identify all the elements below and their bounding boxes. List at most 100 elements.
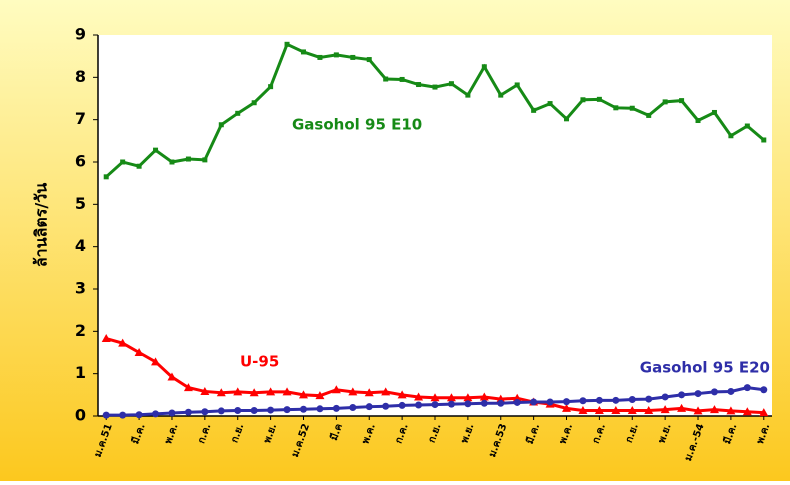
- marker: [430, 393, 440, 402]
- marker: [530, 398, 538, 406]
- marker: [627, 405, 637, 414]
- marker: [398, 401, 406, 409]
- marker: [414, 392, 424, 401]
- y-tick-label: 7: [75, 109, 86, 128]
- marker: [283, 406, 291, 414]
- marker: [235, 110, 241, 116]
- marker: [531, 107, 537, 113]
- marker: [432, 84, 438, 90]
- marker: [333, 52, 339, 58]
- y-tick-label: 6: [75, 152, 86, 171]
- x-tick-label: มี.ค: [328, 422, 345, 442]
- marker: [350, 54, 356, 60]
- y-tick-label: 8: [75, 67, 86, 86]
- marker: [151, 357, 161, 366]
- marker: [416, 82, 422, 88]
- marker: [200, 386, 210, 395]
- y-tick-label: 4: [75, 236, 86, 255]
- marker: [513, 398, 521, 406]
- marker: [183, 383, 193, 392]
- marker: [480, 399, 488, 407]
- marker: [234, 406, 242, 414]
- y-tick-label: 0: [75, 406, 86, 425]
- marker: [103, 174, 109, 180]
- marker: [728, 133, 734, 139]
- marker: [595, 396, 603, 404]
- marker: [136, 163, 142, 169]
- plot-area: [98, 35, 772, 416]
- marker: [743, 384, 751, 392]
- marker: [447, 400, 455, 408]
- marker: [102, 411, 110, 419]
- marker: [759, 408, 769, 417]
- marker: [710, 388, 718, 396]
- y-tick-label: 5: [75, 194, 86, 213]
- marker: [596, 96, 602, 102]
- marker: [185, 156, 191, 162]
- marker: [381, 387, 391, 396]
- marker: [184, 408, 192, 416]
- series-label: U-95: [240, 353, 279, 371]
- marker: [233, 387, 243, 396]
- marker: [317, 54, 323, 60]
- marker: [613, 105, 619, 111]
- marker: [711, 109, 717, 115]
- marker: [628, 395, 636, 403]
- y-tick-label: 9: [75, 25, 86, 44]
- marker: [629, 105, 635, 111]
- marker: [646, 112, 652, 118]
- marker: [431, 401, 439, 409]
- y-tick-label: 3: [75, 279, 86, 298]
- marker: [726, 406, 736, 415]
- marker: [135, 411, 143, 419]
- marker: [694, 390, 702, 398]
- marker: [465, 92, 471, 98]
- marker: [332, 404, 340, 412]
- marker: [382, 402, 390, 410]
- marker: [744, 123, 750, 129]
- marker: [512, 393, 522, 402]
- marker: [399, 76, 405, 82]
- marker: [644, 405, 654, 414]
- marker: [300, 49, 306, 55]
- marker: [134, 348, 144, 356]
- marker: [119, 411, 127, 419]
- marker: [364, 388, 374, 397]
- marker: [201, 408, 209, 416]
- marker: [464, 400, 472, 408]
- marker: [497, 399, 505, 407]
- marker: [168, 409, 176, 417]
- marker: [349, 404, 357, 412]
- y-axis-label: ล้านลิตร/วัน: [32, 183, 51, 267]
- marker: [415, 401, 423, 409]
- marker: [366, 57, 372, 63]
- marker: [580, 97, 586, 103]
- marker: [299, 405, 307, 413]
- marker: [645, 395, 653, 403]
- marker: [547, 101, 553, 107]
- marker: [118, 338, 128, 347]
- marker: [761, 137, 767, 143]
- marker: [514, 82, 520, 88]
- marker: [693, 406, 703, 415]
- marker: [578, 405, 588, 414]
- marker: [250, 406, 258, 414]
- marker: [661, 393, 669, 401]
- marker: [562, 403, 572, 412]
- marker: [101, 334, 111, 343]
- marker: [463, 393, 473, 402]
- marker: [612, 396, 620, 404]
- marker: [481, 64, 487, 70]
- marker: [249, 388, 259, 397]
- marker: [677, 403, 687, 412]
- marker: [282, 387, 292, 396]
- marker: [267, 406, 275, 414]
- marker: [662, 99, 668, 105]
- marker: [446, 393, 456, 402]
- marker: [298, 390, 308, 399]
- marker: [564, 116, 570, 122]
- marker: [594, 405, 604, 414]
- y-tick-label: 1: [75, 363, 86, 382]
- marker: [218, 122, 224, 128]
